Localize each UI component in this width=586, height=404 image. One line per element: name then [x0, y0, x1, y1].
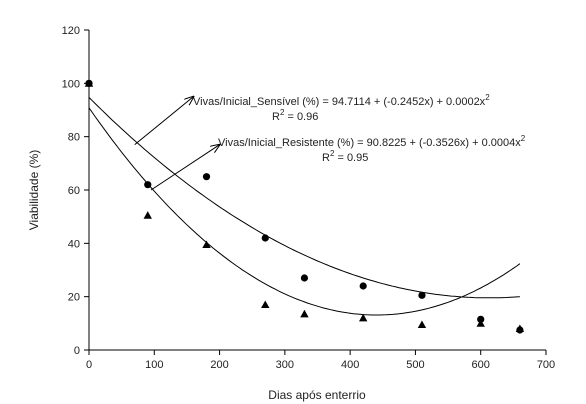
x-tick-label: 400 — [341, 359, 359, 371]
y-tick-label: 0 — [74, 345, 80, 357]
regression-equation: Vivas/Inicial_Sensível (%) = 94.7114 + (… — [193, 93, 490, 108]
annotation-arrow — [134, 97, 194, 146]
r-squared-label: R2 = 0.96 — [272, 108, 318, 123]
x-ticks: 0 100 200 300 400 500 600 700 — [86, 350, 555, 371]
annotations: Vivas/Inicial_Sensível (%) = 94.7114 + (… — [134, 93, 526, 191]
x-axis-label: Dias após enterrio — [268, 388, 366, 402]
point-series-2 — [515, 324, 525, 333]
y-tick-label: 100 — [62, 78, 80, 90]
r-squared-label: R2 = 0.95 — [322, 149, 368, 164]
point-series-2 — [84, 79, 94, 87]
point-series-2 — [359, 313, 368, 322]
point-series-1 — [202, 173, 211, 181]
y-tick-label: 80 — [68, 132, 80, 144]
fit-curve-series-1 — [88, 97, 520, 299]
annotation-arrow — [150, 145, 220, 191]
y-ticks: 0 20 40 60 80 100 120 — [62, 25, 89, 357]
x-tick-label: 700 — [537, 359, 555, 371]
x-tick-label: 100 — [145, 359, 163, 371]
point-series-2 — [143, 211, 152, 219]
y-tick-label: 60 — [68, 185, 80, 197]
fit-curves — [88, 97, 521, 316]
data-points — [84, 79, 525, 334]
point-series-1 — [144, 181, 152, 189]
axes — [88, 30, 546, 351]
point-series-2 — [300, 309, 309, 318]
point-series-1 — [359, 282, 367, 290]
y-tick-label: 120 — [62, 25, 80, 37]
point-series-1 — [300, 274, 309, 282]
y-tick-label: 20 — [68, 292, 80, 304]
x-tick-label: 300 — [276, 359, 294, 371]
point-series-2 — [417, 320, 427, 329]
point-series-2 — [202, 240, 211, 249]
x-tick-label: 600 — [472, 359, 490, 371]
x-tick-label: 0 — [86, 359, 92, 371]
point-series-1 — [261, 234, 269, 242]
point-series-2 — [476, 319, 485, 327]
y-tick-label: 40 — [68, 238, 80, 250]
regression-equation: Vivas/Inicial_Resistente (%) = 90.8225 +… — [218, 134, 526, 149]
point-series-1 — [418, 291, 426, 299]
x-tick-label: 500 — [406, 359, 424, 371]
point-series-2 — [261, 300, 270, 309]
y-axis-label: Viabilidade (%) — [27, 150, 41, 231]
x-tick-label: 200 — [210, 359, 228, 371]
fit-curve-series-2 — [88, 107, 521, 316]
